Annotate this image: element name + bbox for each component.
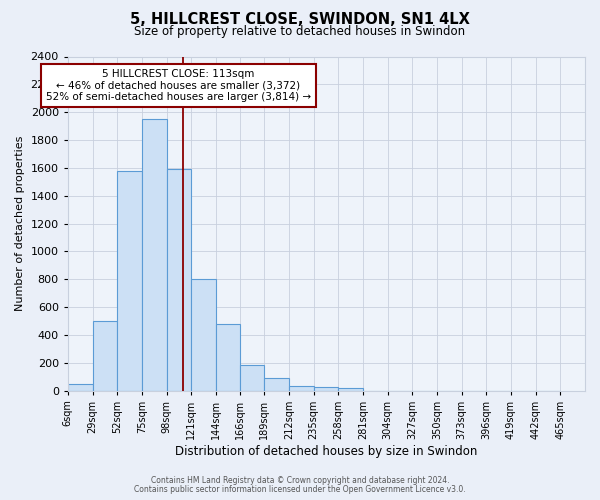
Bar	[338, 388, 363, 390]
Text: Size of property relative to detached houses in Swindon: Size of property relative to detached ho…	[134, 25, 466, 38]
Text: Contains HM Land Registry data © Crown copyright and database right 2024.: Contains HM Land Registry data © Crown c…	[151, 476, 449, 485]
Bar	[167, 169, 191, 390]
Bar	[239, 365, 264, 390]
Bar	[142, 119, 167, 390]
Y-axis label: Number of detached properties: Number of detached properties	[15, 136, 25, 311]
Text: 5 HILLCREST CLOSE: 113sqm
← 46% of detached houses are smaller (3,372)
52% of se: 5 HILLCREST CLOSE: 113sqm ← 46% of detac…	[46, 69, 311, 102]
Text: Contains public sector information licensed under the Open Government Licence v3: Contains public sector information licen…	[134, 485, 466, 494]
Bar	[68, 384, 92, 390]
Text: 5, HILLCREST CLOSE, SWINDON, SN1 4LX: 5, HILLCREST CLOSE, SWINDON, SN1 4LX	[130, 12, 470, 28]
Bar	[289, 386, 314, 390]
Bar	[117, 170, 142, 390]
Bar	[314, 387, 338, 390]
Bar	[92, 321, 117, 390]
Bar	[191, 279, 216, 390]
Bar	[264, 378, 289, 390]
X-axis label: Distribution of detached houses by size in Swindon: Distribution of detached houses by size …	[175, 444, 478, 458]
Bar	[216, 324, 239, 390]
